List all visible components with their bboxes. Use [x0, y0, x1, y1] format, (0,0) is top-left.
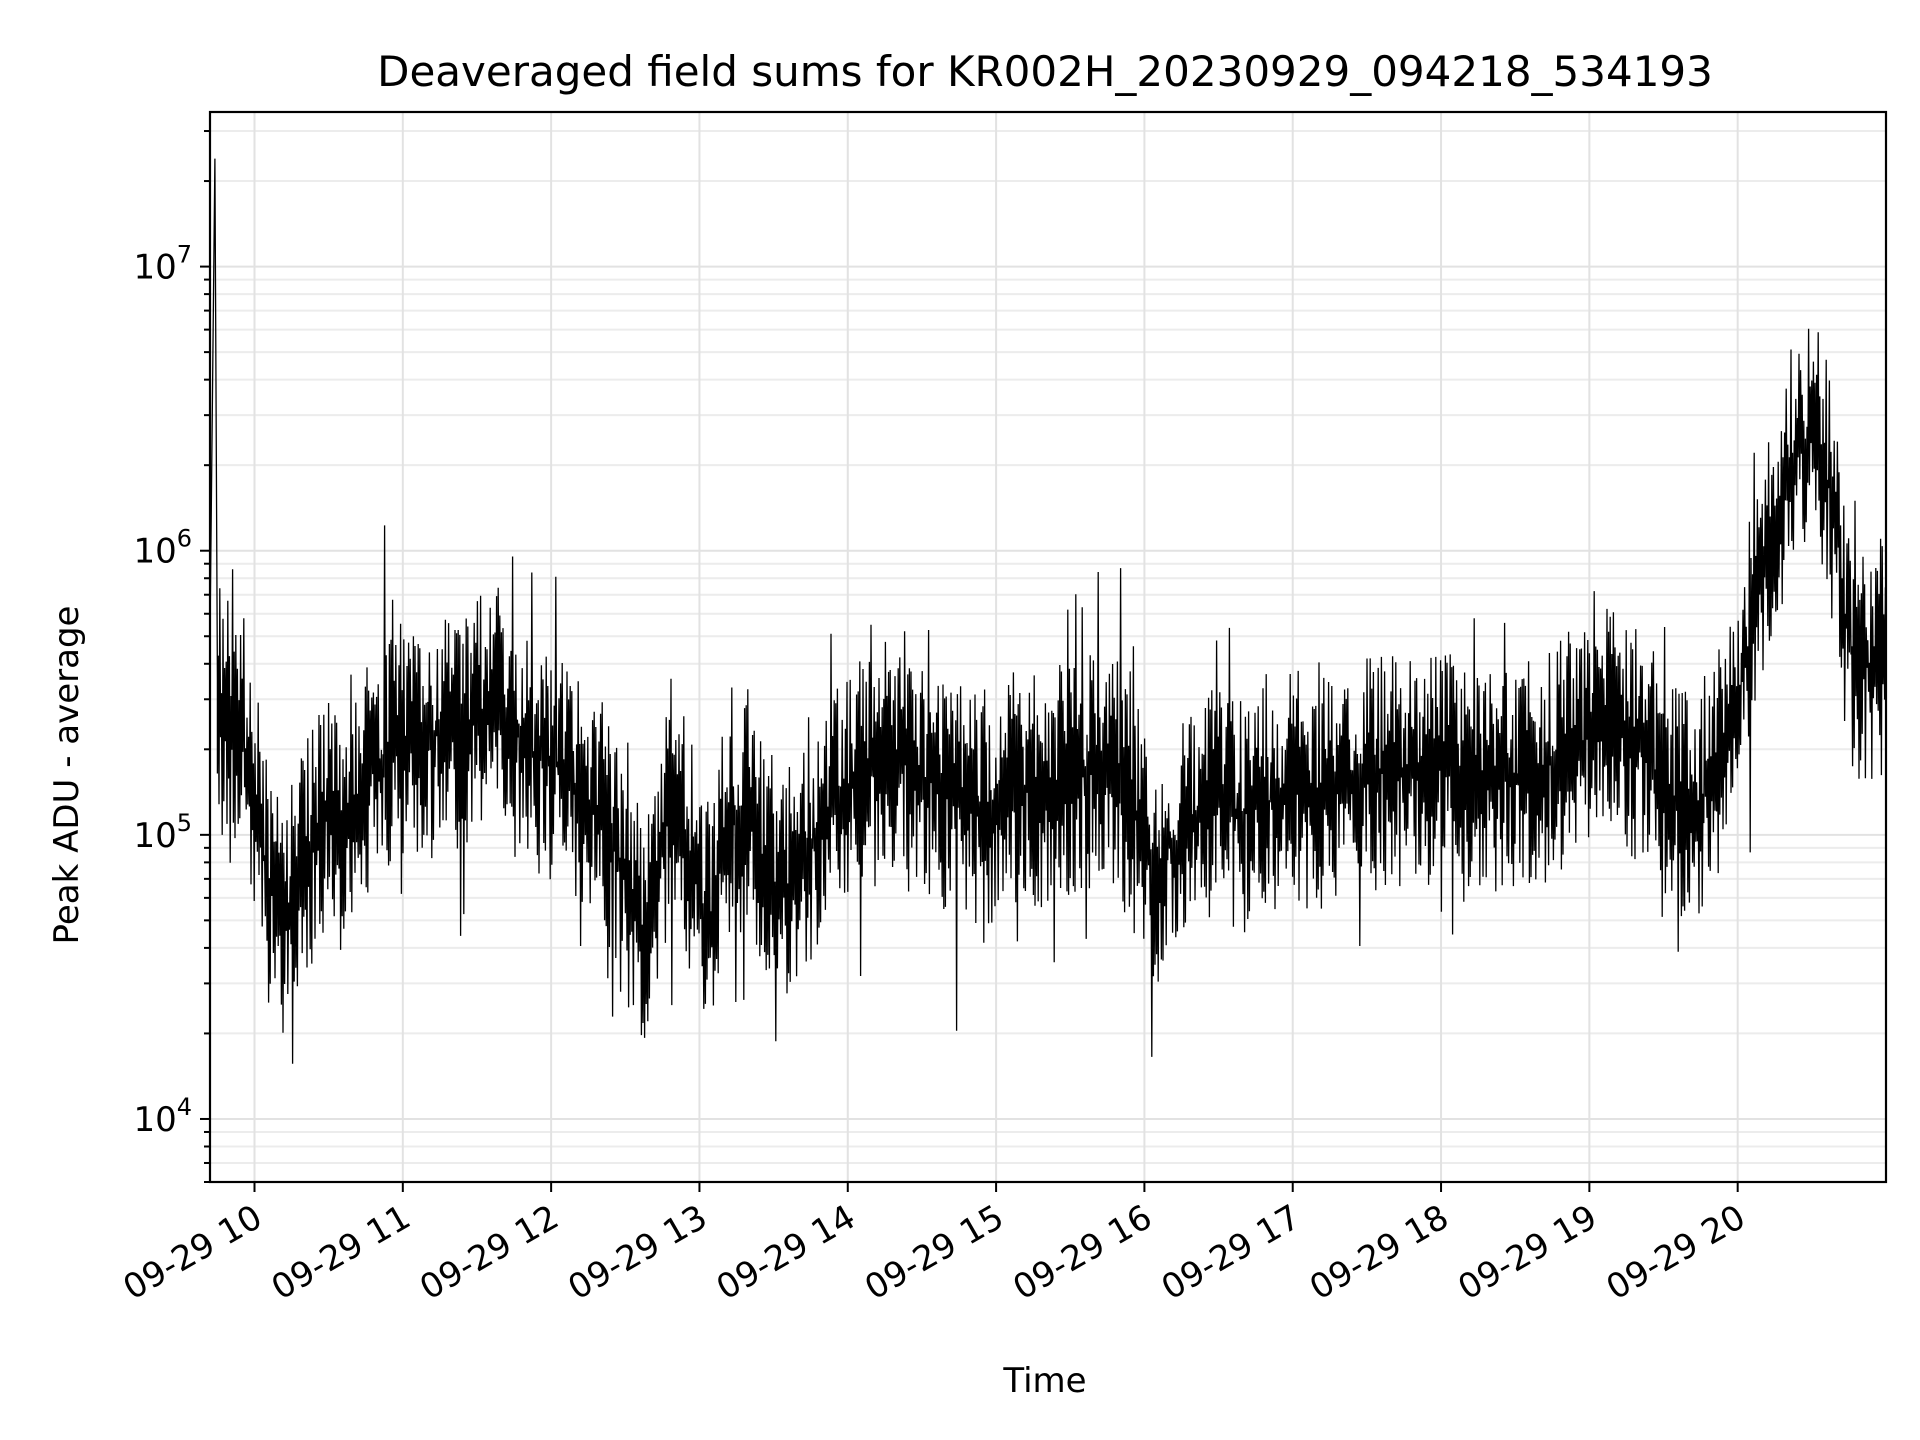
- x-tick-label: 09-29 16: [1007, 1197, 1159, 1308]
- y-tick-label: 106: [133, 525, 192, 572]
- axes-frame: [208, 110, 1888, 1184]
- x-tick-label: 09-29 18: [1303, 1197, 1455, 1308]
- y-axis: 104 105 106 107: [133, 130, 210, 1183]
- chart-title: Deaveraged field sums for KR002H_2023092…: [377, 47, 1713, 96]
- x-tick-label: 09-29 15: [858, 1197, 1010, 1308]
- y-axis-label: Peak ADU - average: [47, 606, 87, 945]
- x-tick-label: 09-29 17: [1155, 1197, 1307, 1308]
- x-tick-label: 09-29 10: [117, 1197, 269, 1308]
- grid: [210, 112, 1886, 1183]
- series-line: [209, 158, 1887, 1064]
- x-tick-label: 09-29 12: [413, 1197, 565, 1308]
- y-tick-label: 107: [133, 241, 192, 288]
- y-tick-label: 105: [133, 809, 192, 856]
- x-tick-label: 09-29 20: [1600, 1197, 1752, 1308]
- x-tick-label: 09-29 19: [1451, 1197, 1603, 1308]
- x-axis-label: Time: [1002, 1361, 1086, 1401]
- x-tick-label: 09-29 14: [710, 1197, 862, 1308]
- x-tick-label: 09-29 13: [562, 1197, 714, 1308]
- y-tick-label: 104: [133, 1093, 192, 1140]
- x-tick-label: 09-29 11: [265, 1197, 417, 1308]
